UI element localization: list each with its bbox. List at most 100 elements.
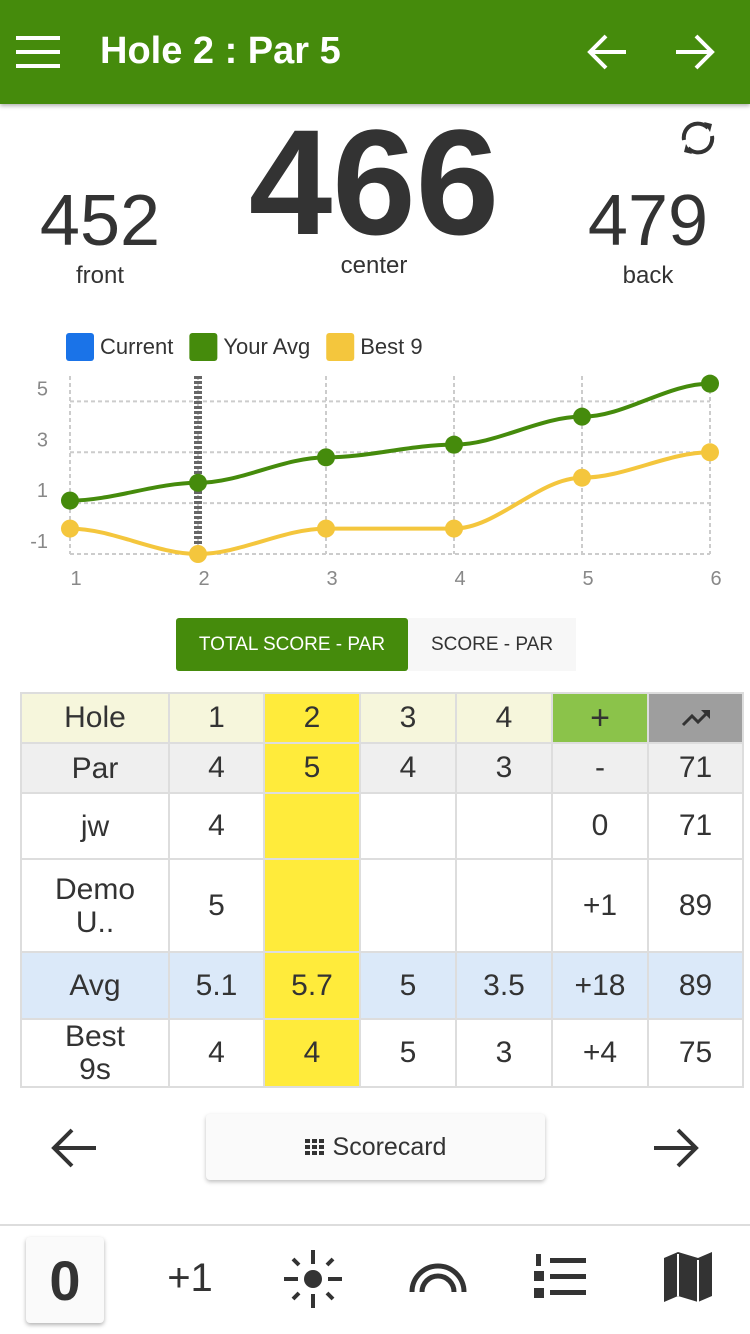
x-tick-label: 6 [710, 568, 721, 590]
next-button[interactable] [652, 1126, 700, 1170]
table-cell [263, 792, 361, 860]
data-point [701, 374, 719, 393]
next-hole[interactable] [674, 32, 716, 72]
gps-icon[interactable] [284, 1250, 342, 1308]
trend-icon[interactable] [681, 707, 711, 727]
center-value: 466 [248, 98, 500, 266]
data-point [573, 407, 591, 426]
legend-swatch [189, 333, 218, 361]
table-cell: - [551, 742, 649, 794]
table-row: Avg 5.1 5.7 5 3.5 +18 89 [20, 951, 744, 1020]
y-tick-label: -1 [30, 531, 48, 553]
toggle-score[interactable]: SCORE - PAR [408, 618, 576, 671]
table-cell: Avg [20, 951, 170, 1020]
data-point [445, 435, 463, 454]
series-line [69, 450, 711, 557]
header-row: Hole 1 2 3 4 + [20, 692, 744, 744]
front-distance: 452 front [20, 180, 180, 290]
y-tick-label: 3 [37, 429, 48, 451]
table-cell: 0 [551, 792, 649, 860]
list-icon[interactable] [534, 1254, 588, 1300]
data-point [573, 468, 591, 487]
table-cell: Demo U.. [20, 858, 170, 953]
header-cell: + [551, 692, 649, 744]
table-cell: 75 [647, 1018, 744, 1088]
menu-icon[interactable] [16, 36, 60, 68]
legend-label: Your Avg [223, 334, 310, 359]
data-point [61, 491, 79, 510]
x-tick-label: 4 [454, 568, 465, 590]
table-cell: 5 [359, 951, 457, 1020]
table-cell: 5.1 [168, 951, 265, 1020]
front-value: 452 [39, 181, 161, 261]
table-cell: 71 [647, 742, 744, 794]
legend-label: Best 9 [360, 334, 422, 359]
data-point [445, 519, 463, 538]
prev-hole[interactable] [586, 32, 628, 72]
legend-swatch [66, 333, 94, 361]
table-row: Demo U.. 5 +1 89 [20, 858, 744, 953]
hole-title: Hole 2 : Par 5 [100, 30, 341, 72]
data-point [61, 519, 79, 538]
table-cell: 89 [647, 951, 744, 1020]
header-cell: 4 [455, 692, 553, 744]
header-cell: 1 [168, 692, 265, 744]
table-cell: 5 [359, 1018, 457, 1088]
y-tick-label: 5 [37, 378, 48, 400]
back-distance: 479 back [568, 180, 728, 290]
legend-swatch [326, 333, 355, 361]
prev-button[interactable] [50, 1126, 98, 1170]
arc-icon[interactable] [408, 1258, 468, 1294]
table-cell: 3 [455, 742, 553, 794]
table-cell: 71 [647, 792, 744, 860]
x-tick-label: 2 [198, 568, 209, 590]
back-label: back [622, 262, 674, 289]
front-label: front [75, 262, 125, 289]
data-point [317, 448, 335, 467]
scorecard-table: Hole 1 2 3 4 + Par 4 5 4 3-71 jw 4 0 71 Demo U.. 5 +1 89 Av… [20, 692, 744, 1088]
table-cell [263, 858, 361, 953]
table-cell: 5 [263, 742, 361, 794]
table-cell: 4 [168, 742, 265, 794]
scorecard-label: Scorecard [332, 1132, 447, 1161]
scorecard-button[interactable]: Scorecard [206, 1114, 545, 1180]
refresh-icon[interactable] [678, 116, 718, 160]
legend-label: Current [100, 334, 173, 359]
table-cell [359, 858, 457, 953]
table-cell: 89 [647, 858, 744, 953]
table-cell: 3 [455, 1018, 553, 1088]
y-tick-label: 1 [37, 480, 48, 502]
table-cell: 4 [359, 742, 457, 794]
data-point [189, 545, 207, 563]
table-cell [359, 792, 457, 860]
table-row: Par 4 5 4 3-71 [20, 742, 744, 794]
center-label: center [340, 252, 408, 279]
trend-cell [647, 692, 744, 744]
table-cell: 4 [168, 792, 265, 860]
x-tick-label: 1 [70, 568, 81, 590]
score-box[interactable]: 0 [26, 1237, 104, 1323]
x-tick-label: 3 [326, 568, 337, 590]
table-cell: 4 [168, 1018, 265, 1088]
map-icon[interactable] [664, 1252, 712, 1302]
header-cell: Hole [20, 692, 170, 744]
table-cell: +1 [551, 858, 649, 953]
table-cell: 5 [168, 858, 265, 953]
data-point [701, 443, 719, 462]
table-cell [455, 792, 553, 860]
table-cell: Best 9s [20, 1018, 170, 1088]
table-row: jw 4 0 71 [20, 792, 744, 860]
table-cell: +4 [551, 1018, 649, 1088]
toggle-total[interactable]: TOTAL SCORE - PAR [176, 618, 408, 671]
header-cell: 2 [263, 692, 361, 744]
table-cell: +18 [551, 951, 649, 1020]
table-cell: jw [20, 792, 170, 860]
back-value: 479 [587, 181, 709, 261]
center-distance: 466 center [214, 98, 534, 280]
plus-one[interactable]: +1 [167, 1255, 213, 1300]
bottom-divider [0, 1224, 750, 1226]
table-cell: 4 [263, 1018, 361, 1088]
table-cell: 3.5 [455, 951, 553, 1020]
table-cell: Par [20, 742, 170, 794]
